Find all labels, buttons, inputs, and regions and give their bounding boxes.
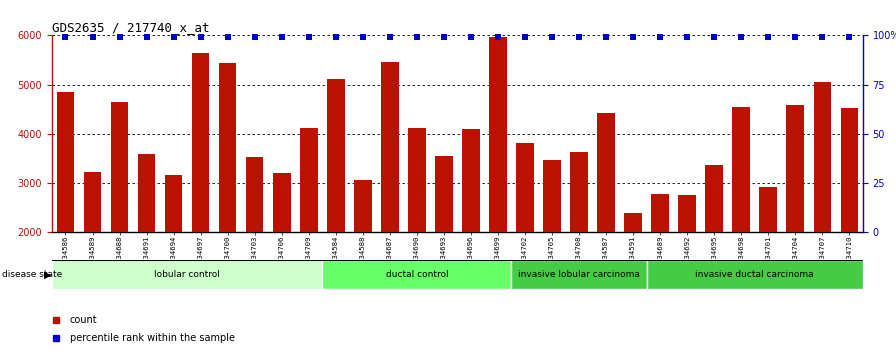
Bar (705, 165, 723, 330)
Bar (732, 107, 750, 330)
Bar (678, 195, 696, 330)
Bar (840, 108, 858, 330)
Bar (516, 143, 534, 330)
Bar (462, 129, 479, 330)
Text: count: count (70, 315, 98, 325)
Bar (814, 81, 831, 330)
Bar (273, 173, 290, 330)
Bar (83, 172, 101, 330)
Bar (543, 160, 561, 330)
Bar (598, 113, 615, 330)
Bar (56, 92, 74, 330)
Text: disease state: disease state (2, 270, 62, 279)
Text: ▶: ▶ (44, 269, 51, 279)
Bar (138, 154, 155, 330)
Bar (760, 187, 777, 330)
Bar (246, 157, 263, 330)
Text: invasive lobular carcinoma: invasive lobular carcinoma (518, 270, 640, 279)
Bar (52, 260, 323, 289)
Bar (570, 152, 588, 330)
Text: lobular control: lobular control (154, 270, 220, 279)
Text: percentile rank within the sample: percentile rank within the sample (70, 333, 235, 343)
Bar (192, 53, 210, 330)
Bar (219, 63, 237, 330)
Bar (300, 128, 317, 330)
Bar (165, 175, 183, 330)
Bar (323, 260, 512, 289)
Bar (647, 260, 863, 289)
Text: GDS2635 / 217740_x_at: GDS2635 / 217740_x_at (52, 21, 210, 34)
Text: ductal control: ductal control (385, 270, 448, 279)
Bar (327, 79, 345, 330)
Bar (381, 62, 399, 330)
Bar (111, 102, 128, 330)
Bar (435, 156, 452, 330)
Bar (787, 105, 804, 330)
Bar (408, 128, 426, 330)
Bar (651, 194, 669, 330)
Text: invasive ductal carcinoma: invasive ductal carcinoma (695, 270, 814, 279)
Bar (625, 213, 642, 330)
Bar (354, 180, 372, 330)
Bar (512, 260, 647, 289)
Bar (489, 38, 507, 330)
